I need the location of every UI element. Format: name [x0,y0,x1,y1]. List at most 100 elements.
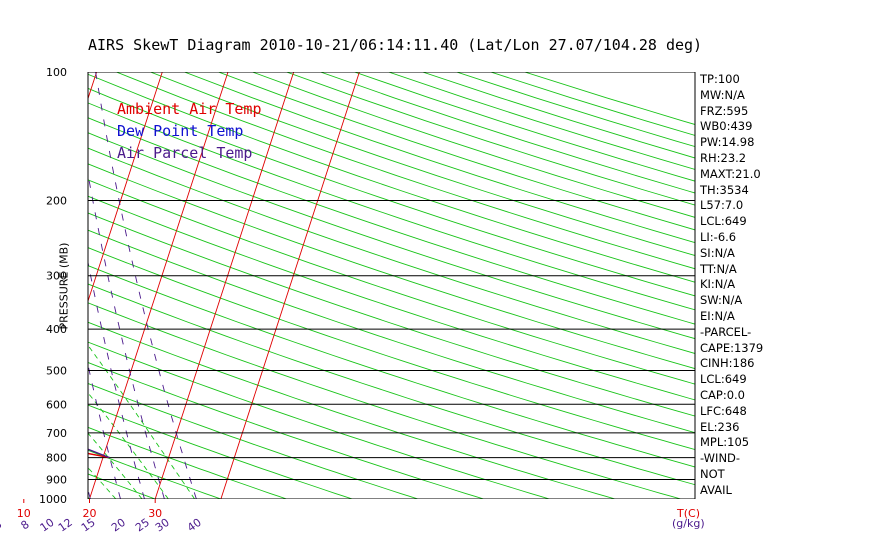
dry-adiabat-line [524,72,695,125]
dry-adiabat-line [88,302,681,499]
mixing-ratio-line [88,260,145,499]
dry-adiabat-line [88,117,695,325]
stat-item: MW:N/A [700,87,745,102]
dry-adiabat-line [0,72,24,499]
pressure-tick-label: 200 [46,195,67,208]
stat-item: L57:7.0 [700,198,744,213]
stat-item: LCL:649 [700,372,747,387]
bottom-temp-tick-label: 10 [17,507,31,520]
pressure-tick-label: 300 [46,270,67,283]
stat-item: WB0:439 [700,119,753,134]
moist-adiabat-line [0,201,37,500]
stat-item: SI:N/A [700,245,735,260]
mixing-ratio-label: 20 [109,516,128,535]
moist-adiabat-line [88,432,143,499]
mixing-ratio-unit: (g/kg) [672,517,705,530]
dry-adiabat-line [88,341,550,499]
pressure-tick-label: 900 [46,473,67,486]
stat-item: EI:N/A [700,308,735,323]
isotherm-line [220,72,360,499]
stat-item: TH:3534 [700,182,749,197]
stat-item: EL:236 [700,419,740,434]
dry-adiabat-line [218,72,695,231]
dry-adiabat-line [88,247,695,451]
stat-item: CAP:0.0 [700,387,745,402]
stat-item: AVAIL [700,482,732,497]
dry-adiabat-line [88,404,353,499]
dry-adiabat-line [88,321,616,499]
mixing-ratio-line [88,171,165,499]
dry-adiabat-line [88,283,695,486]
pressure-tick-label: 400 [46,323,67,336]
stat-item: SW:N/A [700,293,743,308]
dry-adiabat-line [88,132,695,340]
sounding-stats-panel: TP:100 MW:N/A FRZ:595 WB0:439 PW:14.98 RH:23.… [700,72,763,499]
stat-item: PW:14.98 [700,135,755,150]
bottom-axis-unit: T(C) [676,507,700,520]
dry-adiabat-line [88,362,484,499]
moist-adiabat-line [88,392,169,499]
dry-adiabat-line [184,72,695,244]
pressure-tick-label: 500 [46,364,67,377]
stat-item: TT:N/A [700,261,737,276]
stat-item: MAXT:21.0 [700,166,761,181]
stat-item: KI:N/A [700,277,736,292]
dry-adiabat-line [88,449,222,499]
stat-item: TP:100 [700,72,740,86]
mixing-ratio-line [0,72,49,499]
dry-adiabat-line [88,147,695,354]
isotherm-line [0,72,31,499]
mixing-ratio-line [0,72,27,499]
mixing-ratio-label: 12 [56,516,75,535]
dry-adiabat-line [388,72,695,170]
isotherm-line [154,72,295,499]
stat-item: NOT [700,466,725,481]
stat-item: -PARCEL- [700,324,752,339]
stat-item: FRZ:595 [700,103,749,118]
stat-item: CINH:186 [700,356,755,371]
stat-item: CAPE:1379 [700,340,764,355]
dry-adiabat-line [88,87,695,297]
dry-adiabat-line [88,195,695,401]
dry-adiabat-line [116,72,695,270]
moist-adiabat-line [88,496,90,499]
pressure-tick-label: 600 [46,398,67,411]
stat-item: MPL:105 [700,435,750,450]
dry-adiabat-line [88,179,695,385]
dry-adiabat-line [422,72,695,159]
dry-adiabat-line [88,73,695,283]
mixing-ratio-label: 10 [38,516,57,535]
mixing-ratio-line [95,72,197,499]
dry-adiabat-line [286,72,695,206]
chart-title: AIRS SkewT Diagram 2010-10-21/06:14:11.4… [88,36,703,54]
dry-adiabat-line [88,212,695,417]
pressure-tick-label: 800 [46,452,67,465]
stat-item: LI:-6.6 [700,229,737,244]
legend-item-ambient-air-temp: Ambient Air Temp [117,100,262,118]
bottom-temp-tick-label: 20 [82,507,96,520]
dry-adiabat-line [88,163,695,370]
legend-item-dew-point-temp: Dew Point Temp [117,122,244,140]
stat-item: LFC:648 [700,403,747,418]
dry-adiabat-line [88,229,695,434]
dry-adiabat-line [88,265,695,468]
stat-item: -WIND- [700,451,741,466]
mixing-ratio-label: 6 [0,518,4,533]
stat-item: LCL:649 [700,214,747,229]
dry-adiabat-line [150,72,695,256]
legend-item-air-parcel-temp: Air Parcel Temp [117,144,253,162]
y-axis-label: PRESSURE (MB) [57,242,71,330]
moist-adiabat-line [0,201,11,500]
mixing-ratio-label: 40 [185,516,204,535]
mixing-ratio-line [88,362,121,499]
dry-adiabat-line [88,426,287,499]
isotherm-line [89,72,229,499]
dry-adiabat-line [320,72,695,194]
dry-adiabat-line [88,383,419,499]
stat-item: RH:23.2 [700,150,747,165]
pressure-tick-label: 1000 [39,493,67,506]
dry-adiabat-line [88,102,695,311]
isotherm-line [88,72,163,303]
pressure-tick-label: 700 [46,427,67,440]
